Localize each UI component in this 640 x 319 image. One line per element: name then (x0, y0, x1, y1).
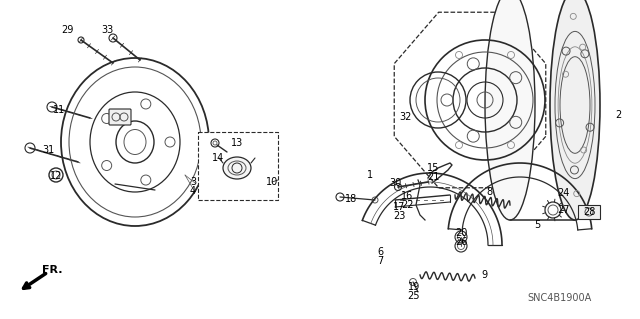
Text: 31: 31 (42, 145, 54, 155)
Text: 17: 17 (393, 202, 405, 212)
Text: 18: 18 (345, 194, 357, 204)
Text: 12: 12 (50, 171, 62, 181)
FancyBboxPatch shape (198, 132, 278, 200)
Text: 25: 25 (408, 291, 420, 301)
Text: 13: 13 (231, 138, 243, 148)
Text: 1: 1 (367, 170, 373, 180)
Ellipse shape (485, 0, 535, 220)
Ellipse shape (223, 157, 251, 179)
Ellipse shape (550, 0, 600, 220)
Bar (578, 205, 600, 219)
Text: FR.: FR. (42, 265, 62, 275)
Text: 24: 24 (557, 188, 569, 198)
Text: 33: 33 (101, 25, 113, 35)
Text: 21: 21 (427, 172, 439, 182)
Text: 19: 19 (408, 282, 420, 292)
Text: 10: 10 (266, 177, 278, 187)
Text: 8: 8 (486, 187, 492, 197)
Text: 6: 6 (377, 247, 383, 257)
Text: 16: 16 (401, 191, 413, 201)
Text: 32: 32 (399, 112, 411, 122)
Text: 20: 20 (455, 228, 467, 238)
Text: 26: 26 (455, 237, 467, 247)
Text: 30: 30 (389, 178, 401, 188)
Text: 29: 29 (61, 25, 73, 35)
Text: 5: 5 (534, 220, 540, 230)
Text: SNC4B1900A: SNC4B1900A (528, 293, 592, 303)
Text: 3: 3 (190, 177, 196, 187)
Text: 27: 27 (557, 205, 569, 215)
FancyBboxPatch shape (109, 109, 131, 125)
Text: 22: 22 (401, 200, 413, 210)
Text: 14: 14 (212, 153, 224, 163)
Text: 7: 7 (377, 256, 383, 266)
Text: 11: 11 (53, 105, 65, 115)
Text: 9: 9 (481, 270, 487, 280)
Text: 28: 28 (583, 207, 595, 217)
Text: 23: 23 (393, 211, 405, 221)
Text: 4: 4 (190, 186, 196, 196)
Text: 15: 15 (427, 163, 439, 173)
Text: 2: 2 (615, 110, 621, 120)
